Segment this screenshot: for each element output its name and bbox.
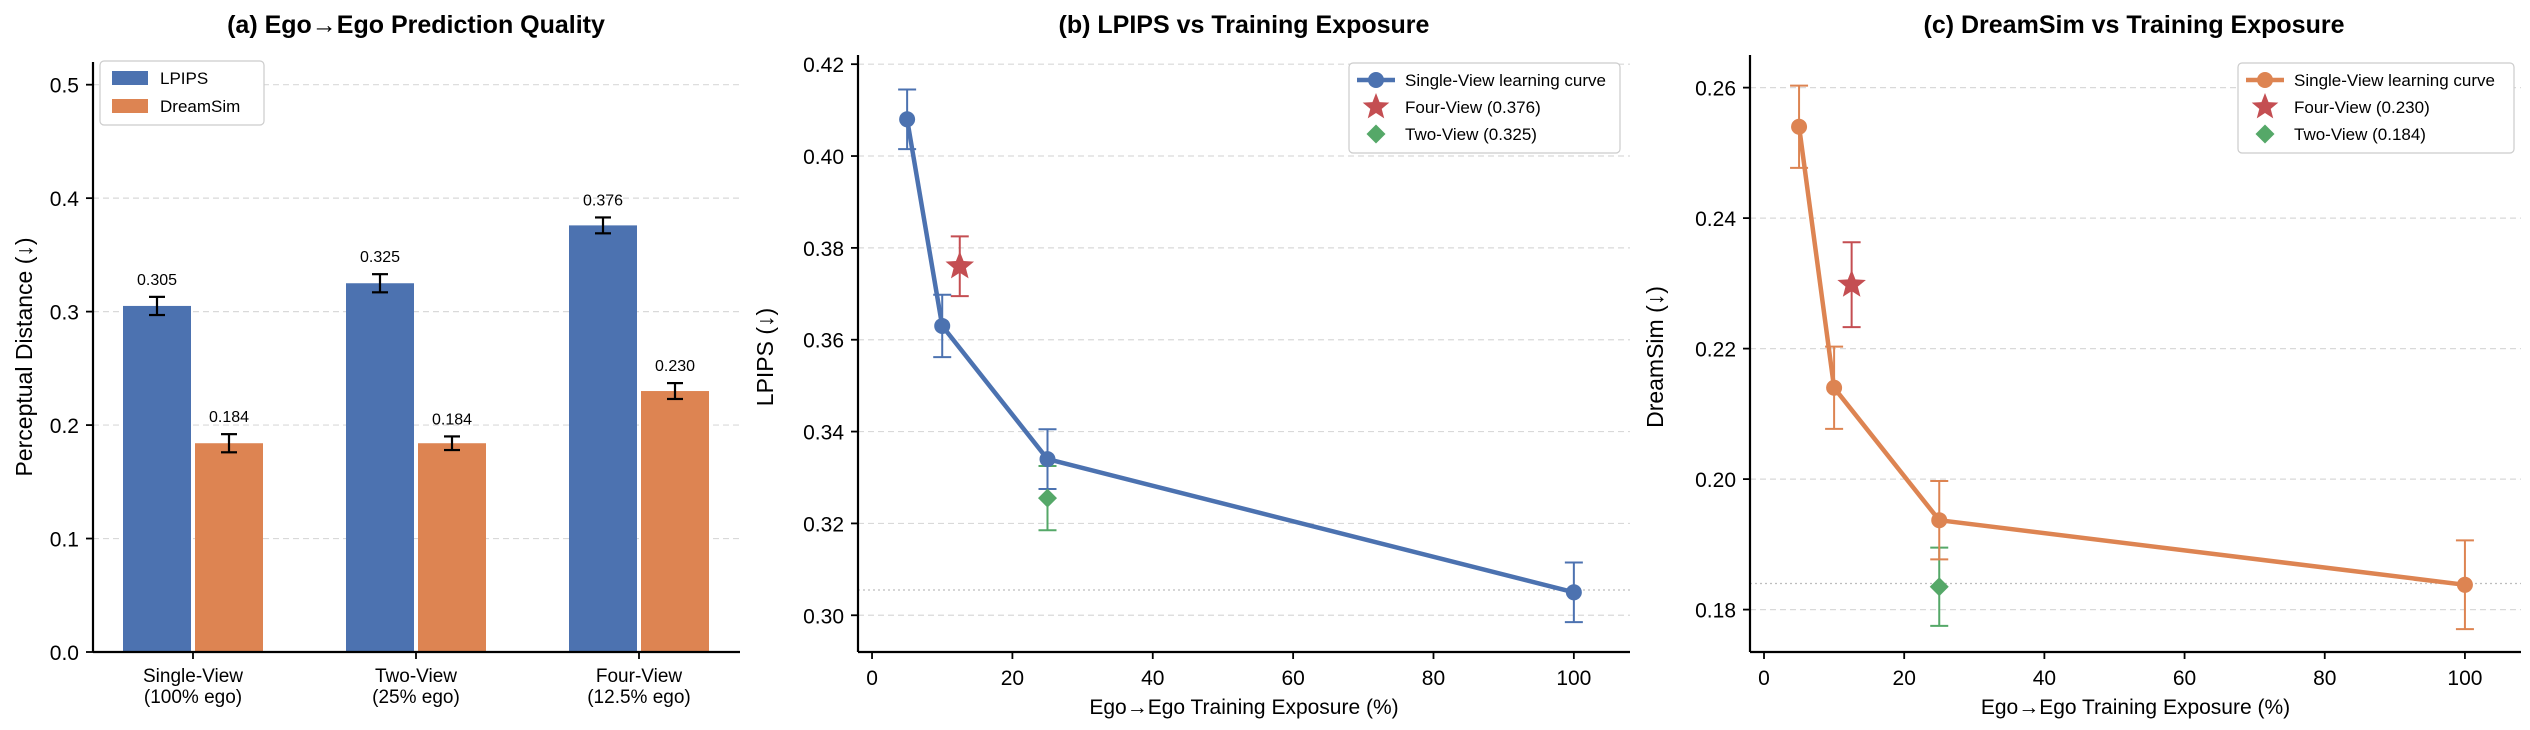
y-tick-label: 0.38	[803, 238, 844, 261]
bar-lpips	[569, 225, 637, 652]
curve-point	[1931, 512, 1948, 529]
panel-c-legend: Single-View learning curve Four-View (0.2…	[2237, 62, 2515, 154]
y-tick-label: 0.40	[803, 146, 844, 169]
x-tick-label: (12.5% ego)	[587, 687, 691, 708]
panel-b-title: (b) LPIPS vs Training Exposure	[1059, 11, 1430, 39]
bar-value-label: 0.184	[432, 411, 472, 428]
bar-value-label: 0.305	[137, 272, 177, 289]
legend-label: Single-View learning curve	[2294, 71, 2495, 90]
bar-lpips	[346, 283, 414, 652]
bar-value-label: 0.230	[655, 358, 695, 375]
legend-label: Two-View (0.325)	[1405, 125, 1537, 144]
x-tick-label: (100% ego)	[144, 687, 242, 708]
panel-a-title: (a) Ego→Ego Prediction Quality	[227, 11, 605, 39]
learning-curve-line	[904, 118, 1575, 595]
x-tick-label: 60	[1281, 667, 1304, 690]
curve-point	[899, 111, 916, 128]
y-tick-label: 0.36	[803, 330, 844, 353]
panel-a-legend: LPIPS DreamSim	[99, 60, 265, 126]
y-tick-label: 0.2	[50, 415, 79, 438]
panel-b-lpips-curve: (b) LPIPS vs Training Exposure LPIPS (↓) E…	[752, 11, 1630, 719]
legend-frame	[1348, 62, 1621, 154]
x-tick-label: Two-View	[375, 666, 457, 687]
legend-label: Four-View (0.376)	[1405, 98, 1541, 117]
legend-star-swatch	[2251, 93, 2279, 119]
four-view-star-marker	[1837, 269, 1866, 297]
y-tick-label: 0.30	[803, 605, 844, 628]
x-tick-label: Single-View	[143, 666, 243, 687]
bar-lpips	[123, 305, 191, 652]
curve-point	[934, 317, 951, 334]
legend-star-swatch	[1362, 93, 1390, 119]
legend-label: Single-View learning curve	[1405, 71, 1606, 90]
y-tick-label: 0.22	[1695, 339, 1736, 362]
x-tick-label: 100	[2447, 667, 2482, 690]
x-tick-label: 40	[2033, 667, 2056, 690]
x-tick-label: 0	[1758, 667, 1770, 690]
x-tick-label: 20	[1893, 667, 1916, 690]
curve-point	[1826, 379, 1843, 396]
legend-circle-swatch	[2257, 72, 2273, 88]
legend-diamond-swatch	[1366, 124, 1386, 144]
panel-a-bar-chart: (a) Ego→Ego Prediction Quality Perceptual…	[11, 11, 740, 708]
panel-b-legend: Single-View learning curve Four-View (0.3…	[1348, 62, 1621, 154]
bar-dreamsim	[418, 443, 486, 652]
x-tick-label: 60	[2173, 667, 2196, 690]
x-tick-label: 100	[1556, 667, 1591, 690]
x-tick-label: (25% ego)	[372, 687, 460, 708]
y-tick-label: 0.0	[50, 642, 79, 665]
two-view-diamond-marker	[1929, 577, 1949, 597]
x-tick-label: 40	[1141, 667, 1164, 690]
y-tick-label: 0.20	[1695, 469, 1736, 492]
legend-label-lpips: LPIPS	[160, 69, 208, 88]
bar-value-label: 0.184	[209, 409, 249, 426]
bar-dreamsim	[641, 391, 709, 652]
curve-point	[2456, 576, 2473, 593]
y-tick-label: 0.18	[1695, 600, 1736, 623]
y-tick-label: 0.3	[50, 302, 79, 325]
four-view-star-marker	[945, 251, 975, 279]
legend-circle-swatch	[1368, 72, 1384, 88]
panel-c-title: (c) DreamSim vs Training Exposure	[1924, 11, 2345, 39]
panel-c-ylabel: DreamSim (↓)	[1642, 286, 1668, 428]
y-tick-label: 0.5	[50, 75, 79, 98]
learning-curve-line	[1796, 126, 2466, 588]
y-tick-label: 0.32	[803, 513, 844, 536]
x-tick-label: 80	[2313, 667, 2336, 690]
legend-diamond-swatch	[2255, 124, 2275, 144]
curve-point	[1565, 584, 1582, 601]
x-tick-label: 80	[1422, 667, 1445, 690]
x-tick-label: 20	[1001, 667, 1024, 690]
bar-value-label: 0.376	[583, 192, 623, 209]
curve-point	[1791, 118, 1808, 135]
y-tick-label: 0.34	[803, 422, 844, 445]
panel-a-ylabel: Perceptual Distance (↓)	[11, 237, 37, 476]
legend-label-dreamsim: DreamSim	[160, 97, 240, 116]
y-tick-label: 0.26	[1695, 78, 1736, 101]
panel-c-dreamsim-curve: (c) DreamSim vs Training Exposure DreamSi…	[1642, 11, 2521, 719]
two-view-diamond-marker	[1037, 488, 1057, 508]
legend-label: Two-View (0.184)	[2294, 125, 2426, 144]
panel-b-xlabel: Ego→Ego Training Exposure (%)	[1089, 696, 1398, 719]
bar-value-label: 0.325	[360, 249, 400, 266]
legend-swatch-dreamsim	[112, 99, 148, 113]
x-tick-label: 0	[866, 667, 878, 690]
y-tick-label: 0.42	[803, 54, 844, 77]
y-tick-label: 0.4	[50, 188, 80, 211]
panel-b-ylabel: LPIPS (↓)	[752, 308, 778, 406]
legend-frame	[2237, 62, 2515, 154]
x-tick-label: Four-View	[596, 666, 683, 687]
legend-label: Four-View (0.230)	[2294, 98, 2430, 117]
y-tick-label: 0.1	[50, 529, 79, 552]
panel-c-xlabel: Ego→Ego Training Exposure (%)	[1981, 696, 2290, 719]
legend-swatch-lpips	[112, 71, 148, 85]
y-tick-label: 0.24	[1695, 208, 1736, 231]
bar-dreamsim	[195, 443, 263, 652]
curve-point	[1039, 451, 1056, 468]
